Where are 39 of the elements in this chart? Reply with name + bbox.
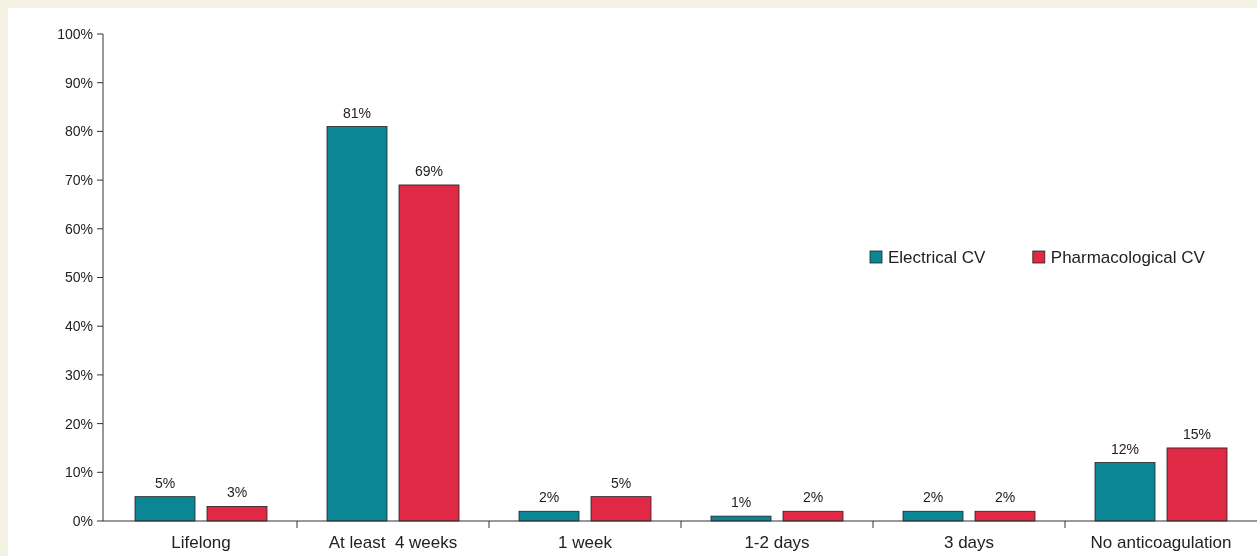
bar: [590, 496, 652, 522]
data-label: 2%: [538, 489, 560, 506]
data-label: 69%: [414, 162, 444, 179]
x-tick-label: No anticoagulation: [1090, 533, 1232, 552]
bar: [134, 496, 196, 522]
data-label: 2%: [922, 489, 944, 506]
x-tick-label: 1 week: [558, 533, 613, 552]
bar: [1166, 447, 1228, 522]
y-tick-label: 50%: [64, 269, 93, 286]
bar: [710, 515, 772, 522]
legend-label: Electrical CV: [888, 247, 986, 267]
data-label: 15%: [1182, 425, 1212, 442]
bar: [1094, 462, 1156, 522]
x-tick-label: Lifelong: [171, 533, 231, 552]
x-tick-label: 3 days: [943, 533, 995, 552]
y-tick-label: 40%: [64, 318, 93, 335]
y-tick-label: 90%: [64, 74, 93, 91]
x-tick-label: 1-2 days: [744, 533, 810, 552]
data-label: 2%: [994, 489, 1016, 506]
data-label: 12%: [1110, 440, 1140, 457]
y-tick-label: 100%: [57, 25, 93, 42]
data-label: 3%: [226, 484, 248, 501]
x-tick-label: At least 4 weeks: [328, 533, 458, 552]
data-label: 5%: [154, 474, 176, 491]
y-tick-label: 20%: [64, 415, 93, 432]
y-tick-label: 70%: [64, 172, 93, 188]
legend-label: Pharmacological CV: [1050, 247, 1206, 267]
y-tick-label: 30%: [64, 366, 93, 383]
y-tick-label: 0%: [72, 512, 93, 529]
data-label: 5%: [610, 474, 632, 491]
bar: [398, 184, 460, 522]
bar: [206, 505, 268, 522]
y-tick-label: 60%: [64, 220, 93, 237]
bar: [326, 126, 388, 522]
data-label: 81%: [342, 104, 372, 121]
data-label: 1%: [730, 494, 752, 511]
data-label: 2%: [802, 489, 824, 506]
y-tick-label: 80%: [64, 123, 93, 140]
y-tick-label: 10%: [64, 464, 93, 481]
